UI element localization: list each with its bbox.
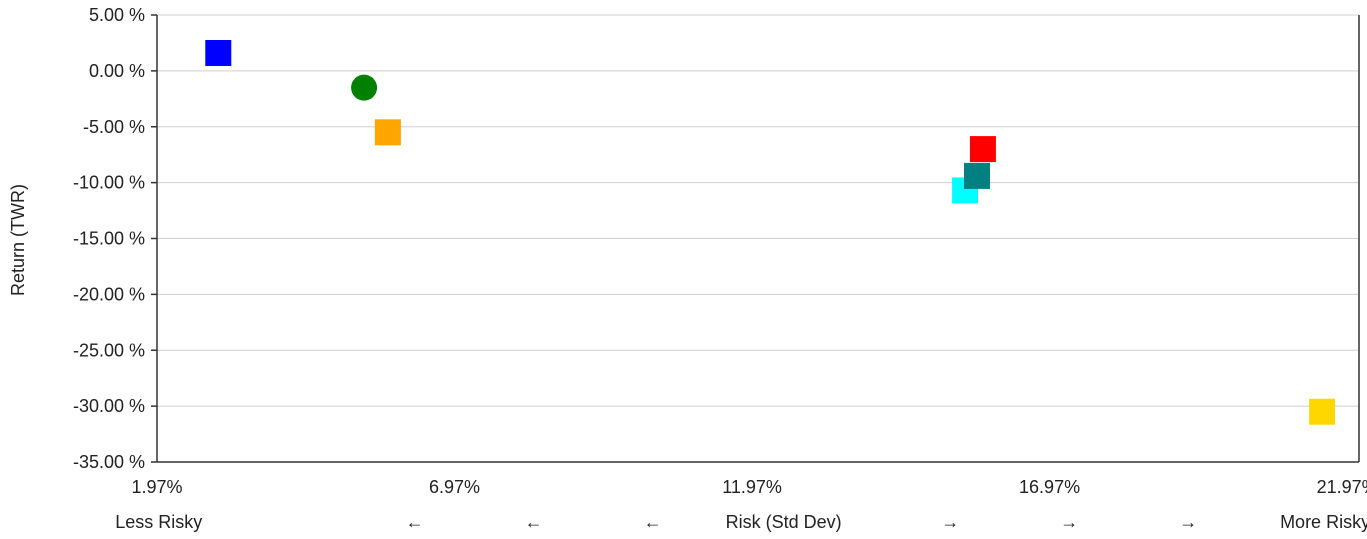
y-tick-label: -20.00 %: [73, 284, 145, 304]
x-axis-caption-row: Less Risky ← ← ← Risk (Std Dev) → → → More Risky: [115, 512, 1367, 532]
data-point-square: [963, 162, 990, 189]
data-point-square: [969, 136, 996, 163]
y-tick-label: -10.00 %: [73, 173, 145, 193]
x-caption-item: →: [1060, 512, 1078, 532]
y-axis-label: Return (TWR): [8, 184, 28, 296]
y-tick-label: 5.00 %: [89, 5, 145, 25]
x-caption-item: Less Risky: [115, 512, 202, 532]
y-tick-label: -30.00 %: [73, 396, 145, 416]
x-caption-item: ←: [644, 512, 662, 532]
y-tick-label: -35.00 %: [73, 452, 145, 472]
x-caption-item: ←: [525, 512, 543, 532]
x-caption-item: →: [1179, 512, 1197, 532]
data-point-square: [374, 119, 401, 146]
y-tick-label: -25.00 %: [73, 340, 145, 360]
y-tick-label: -15.00 %: [73, 229, 145, 249]
x-caption-item: →: [941, 512, 959, 532]
x-caption-item: Risk (Std Dev): [726, 512, 842, 532]
data-points: [205, 39, 1336, 425]
x-tick-label: 1.97%: [131, 477, 182, 497]
x-tick-label: 6.97%: [429, 477, 480, 497]
x-tick-label: 16.97%: [1019, 477, 1080, 497]
x-tick-label: 21.97%: [1317, 477, 1367, 497]
x-tick-label: 11.97%: [722, 477, 782, 497]
data-point-square: [1309, 398, 1336, 425]
y-axis-ticks: 5.00 % 0.00 % -5.00 % -10.00 % -15.00 % -20.0…: [73, 5, 157, 472]
x-caption-item: More Risky: [1280, 512, 1367, 532]
x-axis-ticks: 1.97% 6.97% 11.97% 16.97% 21.97%: [131, 477, 1367, 497]
y-tick-label: -5.00 %: [83, 117, 145, 137]
x-caption-item: ←: [406, 512, 424, 532]
data-point-circle: [351, 74, 378, 101]
y-tick-label: 0.00 %: [89, 61, 145, 81]
data-point-square: [205, 39, 232, 66]
gridlines: [157, 14, 1359, 463]
